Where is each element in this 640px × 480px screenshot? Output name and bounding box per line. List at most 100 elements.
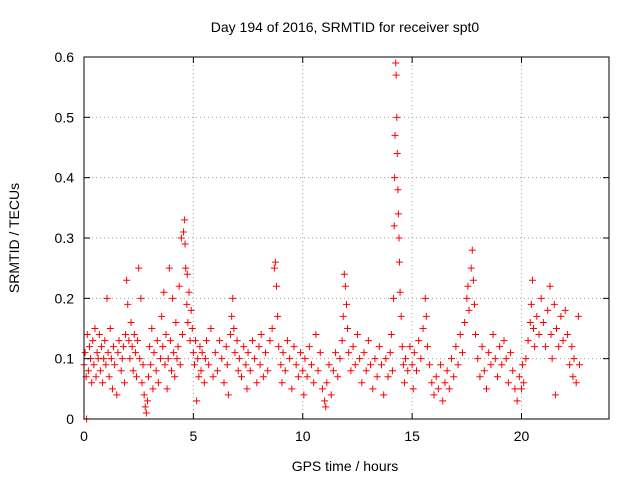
data-point: [117, 367, 125, 375]
data-point: [308, 361, 315, 369]
data-point: [450, 373, 458, 381]
data-point: [229, 294, 237, 302]
x-tick-label: 10: [295, 428, 311, 444]
data-point: [222, 343, 230, 351]
data-point: [290, 343, 298, 351]
y-tick-label: 0.6: [55, 49, 75, 65]
data-point: [270, 264, 278, 272]
data-point: [196, 343, 204, 351]
data-point: [146, 343, 154, 351]
data-point: [572, 379, 580, 387]
data-point: [238, 373, 245, 381]
data-point: [432, 373, 440, 381]
data-point: [178, 331, 186, 339]
data-point: [274, 312, 282, 320]
data-point: [546, 282, 554, 290]
data-point: [123, 276, 131, 284]
data-point: [400, 379, 408, 387]
data-point: [575, 361, 583, 369]
data-point: [158, 312, 166, 320]
data-point: [360, 349, 368, 357]
data-point: [137, 294, 145, 302]
data-point: [119, 343, 127, 351]
data-point: [396, 288, 404, 296]
y-tick-label: 0.4: [55, 170, 75, 186]
data-point: [181, 240, 189, 248]
data-point: [141, 403, 149, 411]
data-point: [207, 325, 215, 332]
data-point: [530, 325, 538, 332]
data-point: [386, 349, 394, 357]
data-point: [415, 337, 423, 345]
data-point: [157, 355, 165, 363]
data-point: [143, 397, 151, 405]
data-point: [452, 343, 460, 351]
data-point: [468, 246, 476, 254]
data-point: [275, 343, 283, 351]
data-point: [394, 210, 402, 218]
data-point: [213, 367, 221, 375]
data-point: [465, 306, 473, 314]
data-point: [242, 361, 250, 369]
data-point: [182, 264, 190, 272]
data-point: [83, 331, 91, 339]
data-point: [233, 337, 241, 345]
data-point: [99, 379, 107, 387]
data-point: [316, 349, 324, 357]
data-point: [419, 325, 427, 332]
data-point: [185, 288, 193, 296]
data-point: [561, 306, 569, 314]
data-point: [426, 361, 434, 369]
data-point: [89, 337, 97, 345]
data-point: [130, 331, 138, 339]
data-point: [522, 355, 530, 363]
data-point: [569, 373, 577, 381]
data-point: [165, 264, 173, 272]
data-point: [283, 337, 291, 345]
y-tick-label: 0.5: [55, 109, 75, 125]
data-point: [422, 312, 430, 320]
data-point: [553, 325, 560, 332]
data-point: [190, 361, 198, 369]
data-point: [244, 349, 252, 357]
data-point: [122, 331, 130, 339]
data-point: [162, 331, 170, 339]
data-point: [259, 373, 267, 381]
data-point: [375, 343, 383, 351]
data-point: [472, 331, 480, 339]
data-point: [128, 343, 136, 351]
data-point: [164, 355, 172, 363]
data-point: [526, 318, 534, 326]
data-point: [131, 349, 139, 357]
data-point: [458, 349, 466, 357]
data-point: [528, 276, 536, 284]
data-point: [496, 343, 504, 351]
data-point: [406, 343, 414, 351]
data-point: [428, 379, 436, 387]
data-point: [216, 337, 224, 345]
data-point: [445, 385, 453, 393]
data-point: [448, 355, 455, 363]
data-point: [489, 331, 497, 339]
data-point: [220, 379, 228, 387]
data-point: [321, 397, 329, 405]
data-point: [456, 331, 464, 339]
data-point: [227, 331, 235, 339]
data-point: [177, 234, 185, 242]
data-point: [520, 379, 528, 387]
y-tick-label: 0.3: [55, 230, 75, 246]
data-point: [397, 312, 405, 320]
data-point: [378, 361, 385, 369]
data-point: [235, 355, 243, 363]
data-point: [393, 150, 401, 158]
data-point: [300, 391, 308, 399]
data-point: [500, 337, 508, 345]
data-point: [392, 59, 400, 67]
data-point: [531, 343, 539, 351]
x-tick-label: 15: [404, 428, 420, 444]
data-point: [498, 361, 506, 369]
data-point: [129, 367, 137, 375]
data-point: [139, 361, 147, 369]
data-point: [201, 355, 209, 363]
data-point: [398, 343, 406, 351]
